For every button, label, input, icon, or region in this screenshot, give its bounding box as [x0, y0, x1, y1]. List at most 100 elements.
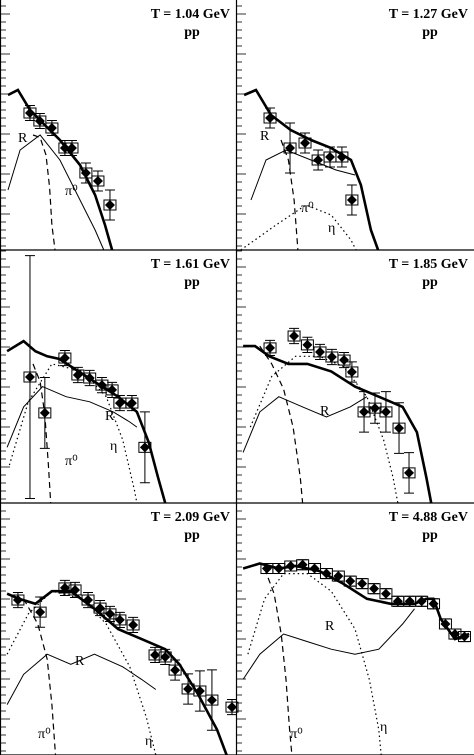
curve [242, 396, 368, 453]
data-point [226, 702, 237, 713]
panel-subtitle: pp [184, 25, 200, 40]
curve [259, 345, 304, 504]
data-point [380, 588, 391, 599]
data-point [357, 578, 368, 589]
data-point [183, 683, 194, 694]
data-point [392, 596, 403, 607]
data-point [345, 576, 356, 587]
data-point [449, 629, 460, 640]
curve [247, 573, 382, 755]
data-point [139, 442, 150, 453]
data-point [107, 384, 118, 395]
data-point [114, 614, 125, 625]
curve-label: η [110, 439, 117, 454]
curve [242, 608, 415, 680]
data-point [114, 398, 125, 409]
data-point [326, 352, 337, 363]
data-point [416, 596, 427, 607]
data-point [66, 143, 77, 153]
panel-title: T = 1.61 GeV [151, 257, 230, 272]
data-point [34, 116, 45, 126]
data-point [346, 195, 357, 205]
data-point [369, 583, 380, 594]
curve-label: R [320, 404, 330, 419]
panel-title: T = 4.88 GeV [389, 510, 468, 525]
data-point [96, 380, 107, 391]
curve-label: R [105, 409, 115, 424]
curve [240, 204, 357, 251]
data-point [35, 607, 46, 618]
curve-label: η [328, 221, 335, 236]
data-point [206, 695, 217, 706]
data-point [428, 598, 439, 609]
curve [6, 339, 167, 504]
curve-label: η [145, 734, 152, 749]
data-point [394, 423, 405, 434]
curve [32, 134, 56, 251]
data-point [24, 372, 35, 383]
data-point [380, 406, 391, 417]
data-point [339, 355, 350, 366]
panel-subtitle: pp [422, 25, 438, 40]
data-point [440, 618, 451, 629]
data-point [273, 563, 284, 574]
panel-subtitle: pp [184, 528, 200, 543]
data-point [313, 155, 324, 165]
data-point [285, 561, 296, 571]
data-point [289, 331, 300, 342]
data-point [309, 563, 320, 574]
data-point [194, 685, 205, 696]
panel-title: T = 2.09 GeV [151, 510, 230, 525]
data-point [104, 608, 115, 619]
data-point [84, 373, 95, 384]
panel-subtitle: pp [422, 528, 438, 543]
data-point [315, 346, 326, 357]
data-point [265, 342, 276, 353]
panel-title: T = 1.04 GeV [151, 7, 230, 22]
curve-label: η [380, 720, 387, 735]
curve [6, 386, 138, 448]
data-point [59, 353, 70, 364]
data-point [24, 108, 35, 118]
curve-label: π⁰ [301, 201, 314, 216]
point-box [125, 397, 139, 409]
data-point [70, 584, 81, 595]
curve-label: π⁰ [38, 727, 51, 742]
data-point [333, 571, 344, 582]
data-point [72, 369, 83, 380]
data-point [150, 649, 161, 660]
curve [23, 598, 57, 755]
data-point [95, 603, 106, 614]
curve-label: π⁰ [290, 727, 303, 742]
data-point [321, 568, 332, 579]
data-point [336, 152, 347, 162]
curve [280, 139, 299, 251]
data-point [300, 138, 311, 148]
data-point [297, 559, 308, 570]
data-point [59, 143, 70, 153]
panel-subtitle: pp [422, 275, 438, 290]
curve [264, 568, 293, 755]
data-point [39, 407, 50, 418]
data-point [92, 176, 103, 186]
curve [243, 344, 433, 504]
curve [6, 589, 228, 755]
curve [6, 653, 157, 705]
data-point [404, 596, 415, 607]
curve [8, 363, 138, 504]
panel-subtitle: pp [184, 275, 200, 290]
curve [7, 134, 105, 251]
data-point [128, 619, 139, 630]
curve-label: R [260, 129, 270, 144]
curve [250, 149, 356, 201]
data-point [83, 595, 94, 606]
data-point [104, 200, 115, 210]
curve-label: π⁰ [65, 454, 78, 469]
data-point [80, 168, 91, 178]
curve-label: R [18, 131, 28, 146]
data-point [285, 143, 296, 153]
curve [243, 88, 380, 251]
data-point [59, 582, 70, 593]
curve-label: R [75, 654, 85, 669]
data-point [325, 152, 336, 162]
